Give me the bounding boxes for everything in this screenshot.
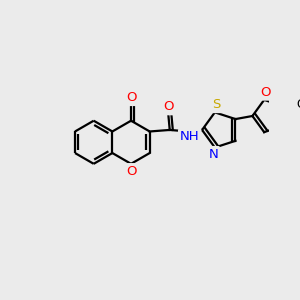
- Text: N: N: [208, 148, 218, 161]
- Text: S: S: [212, 98, 220, 111]
- Text: O: O: [126, 91, 136, 104]
- Text: NH: NH: [180, 130, 200, 143]
- Text: O: O: [126, 165, 136, 178]
- Text: O: O: [164, 100, 174, 113]
- Text: CH₃: CH₃: [297, 98, 300, 111]
- Text: O: O: [260, 86, 271, 99]
